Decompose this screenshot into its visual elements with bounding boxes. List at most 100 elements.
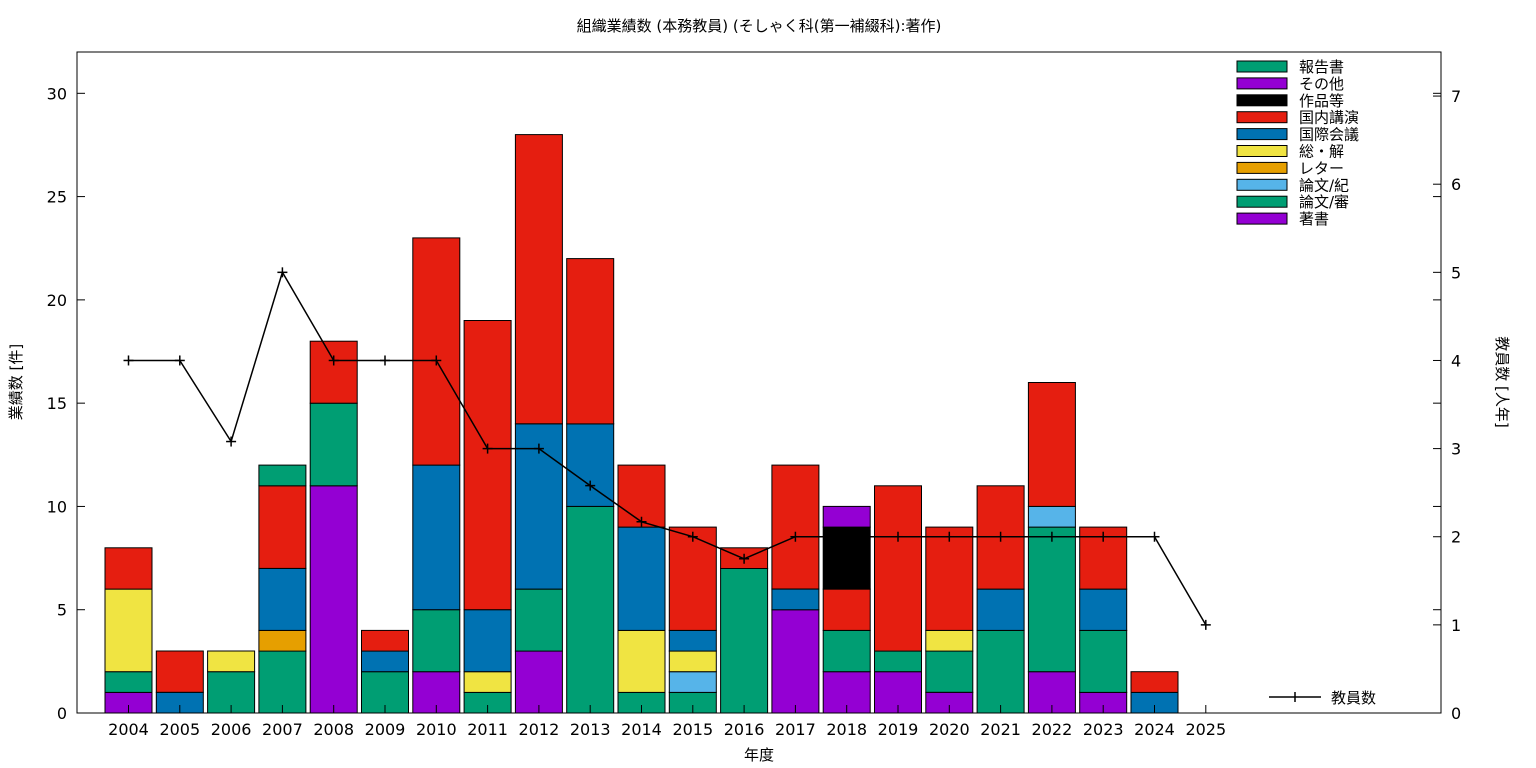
x-tick-label: 2018: [826, 720, 867, 739]
y2-tick-label: 0: [1451, 704, 1461, 723]
bar-2015-series-6: [668, 526, 717, 631]
x-axis-title: 年度: [744, 746, 774, 764]
x-tick-label: 2014: [621, 720, 662, 739]
legend-swatch: [1236, 128, 1288, 141]
legend-label: 国内講演: [1299, 109, 1359, 127]
legend-label: 論文/審: [1299, 193, 1349, 211]
y2-tick-label: 7: [1451, 87, 1461, 106]
bar-2022-series-2: [1027, 505, 1076, 528]
bars-layer: [104, 134, 1179, 714]
bar-2004-series-1: [104, 671, 153, 693]
bar-2004-series-6: [104, 547, 153, 590]
bar-2010-series-1: [412, 609, 461, 673]
y-tick-label: 5: [57, 601, 67, 620]
y2-tick-label: 3: [1451, 440, 1461, 459]
legend-swatch: [1236, 111, 1288, 124]
bar-2006-series-4: [207, 650, 256, 673]
teacher-count-line: [128, 270, 1207, 626]
bar-2015-series-4: [668, 650, 717, 673]
legend-swatch: [1236, 212, 1288, 225]
line-layer: [123, 267, 1211, 630]
legend-label: 総・解: [1299, 143, 1344, 161]
bar-2008-series-1: [309, 402, 358, 487]
plot-frame: [76, 51, 1442, 714]
bar-2009-series-6: [361, 629, 409, 652]
bar-2012-series-0: [514, 650, 563, 714]
legend-swatch: [1236, 145, 1288, 157]
legend-swatch: [1236, 178, 1288, 191]
x-tick-label: 2024: [1134, 720, 1175, 739]
bar-2019-series-1: [874, 650, 922, 673]
x-tick-label: 2015: [672, 720, 713, 739]
bar-2007-series-6: [258, 485, 307, 569]
bar-2018-series-8: [822, 505, 871, 528]
bar-2017-series-0: [771, 609, 820, 714]
x-tick-label: 2007: [262, 720, 303, 739]
legend-label: 報告書: [1299, 58, 1344, 76]
x-tick-label: 2022: [1032, 720, 1073, 739]
bar-2009-series-5: [361, 650, 409, 673]
x-tick-label: 2006: [211, 720, 252, 739]
bar-2020-series-4: [925, 629, 974, 652]
x-tick-label: 2010: [416, 720, 457, 739]
bar-2012-series-1: [514, 588, 563, 652]
x-tick-label: 2017: [775, 720, 816, 739]
x-tick-label: 2012: [519, 720, 560, 739]
legend-swatch: [1236, 161, 1288, 174]
bar-2019-series-6: [874, 485, 922, 652]
bar-2013-series-5: [566, 423, 615, 507]
bar-2005-series-6: [155, 650, 204, 693]
bar-2007-series-1: [258, 650, 307, 714]
y2-axis-title: 教員数 [人年]: [1493, 336, 1511, 427]
bar-2023-series-1: [1079, 629, 1128, 693]
bar-2011-series-6: [463, 320, 512, 611]
bar-2014-series-5: [617, 526, 666, 631]
y-tick-label: 0: [57, 704, 67, 723]
y2-tick-label: 1: [1451, 616, 1461, 635]
x-tick-label: 2023: [1083, 720, 1124, 739]
bar-2010-series-5: [412, 464, 461, 611]
x-tick-label: 2016: [724, 720, 765, 739]
bar-2017-series-6: [771, 464, 820, 590]
x-tick-label: 2013: [570, 720, 611, 739]
bar-2023-series-5: [1079, 588, 1128, 631]
bar-2008-series-6: [309, 340, 358, 404]
bar-2020-series-1: [925, 650, 974, 693]
x-tick-label: 2009: [365, 720, 406, 739]
y2-tick-label: 6: [1451, 175, 1461, 194]
bar-2021-series-5: [976, 588, 1025, 631]
chart-title: 組織業績数 (本務教員) (そしゃく科(第一補綴科):著作): [577, 17, 942, 35]
bar-2014-series-4: [617, 629, 666, 693]
bar-2013-series-1: [566, 505, 615, 714]
legend-swatch: [1236, 94, 1288, 107]
bar-2015-series-2: [668, 671, 717, 693]
y-tick-label: 30: [47, 84, 67, 103]
y2-tick-label: 2: [1451, 528, 1461, 547]
y-axis-title: 業績数 [件]: [7, 344, 25, 420]
x-tick-label: 2011: [467, 720, 508, 739]
y2-tick-label: 5: [1451, 263, 1461, 282]
bar-2024-series-6: [1130, 671, 1179, 693]
x-tick-label: 2025: [1185, 720, 1226, 739]
y-tick-label: 10: [47, 497, 67, 516]
bar-2007-series-9: [258, 464, 307, 487]
x-tick-label: 2019: [878, 720, 919, 739]
x-tick-label: 2005: [159, 720, 200, 739]
x-tick-label: 2020: [929, 720, 970, 739]
bar-2016-series-1: [720, 567, 769, 714]
legend-swatch: [1236, 60, 1288, 73]
bar-2017-series-5: [771, 588, 820, 611]
y-tick-label: 20: [47, 291, 67, 310]
bar-2022-series-1: [1027, 526, 1076, 673]
legend-label: レター: [1299, 159, 1344, 177]
bar-2021-series-1: [976, 629, 1025, 714]
legend-swatch: [1236, 195, 1288, 208]
legend-swatch: [1236, 77, 1288, 90]
bar-2018-series-1: [822, 629, 871, 673]
bar-2007-series-3: [258, 629, 307, 652]
bar-2013-series-6: [566, 258, 615, 425]
